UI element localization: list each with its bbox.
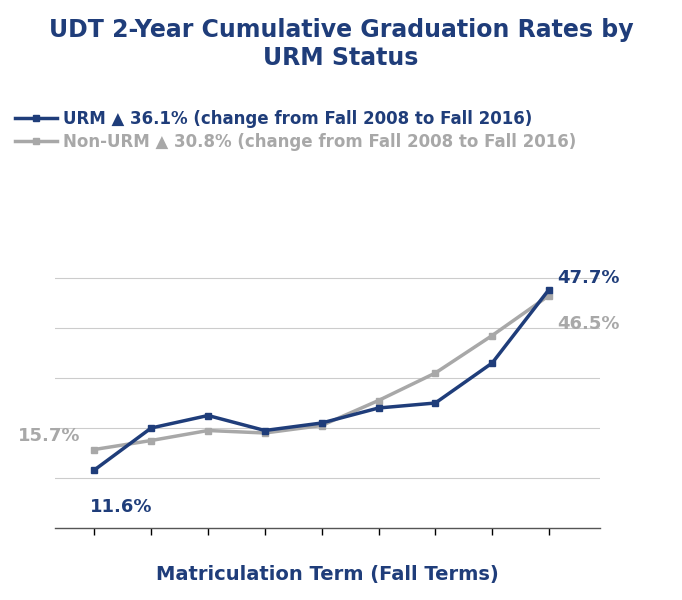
Text: 46.5%: 46.5% — [557, 315, 620, 333]
Text: 15.7%: 15.7% — [18, 427, 80, 445]
Text: UDT 2-Year Cumulative Graduation Rates by
URM Status: UDT 2-Year Cumulative Graduation Rates b… — [48, 18, 634, 70]
X-axis label: Matriculation Term (Fall Terms): Matriculation Term (Fall Terms) — [156, 565, 499, 584]
Legend: URM ▲ 36.1% (change from Fall 2008 to Fall 2016), Non-URM ▲ 30.8% (change from F: URM ▲ 36.1% (change from Fall 2008 to Fa… — [15, 110, 577, 151]
Text: 11.6%: 11.6% — [90, 498, 153, 516]
Text: 47.7%: 47.7% — [557, 269, 620, 287]
